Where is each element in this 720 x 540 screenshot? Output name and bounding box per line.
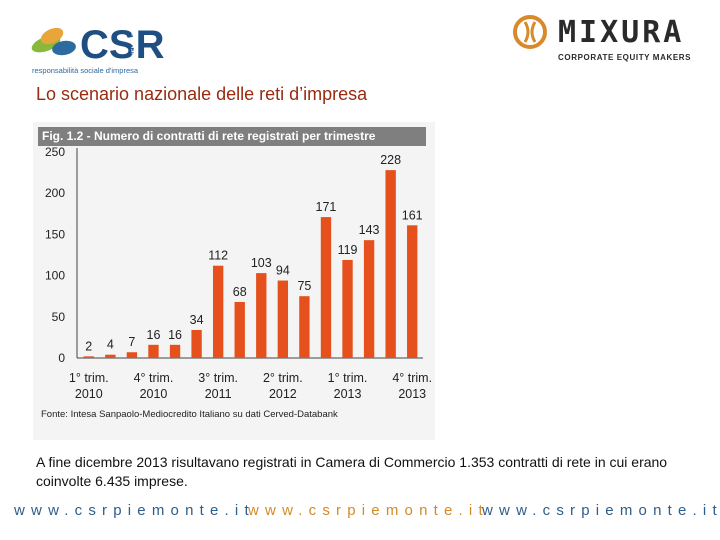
csr-logo-subtitle: responsabilità sociale d'impresa xyxy=(32,66,139,75)
chart-source: Fonte: Intesa Sanpaolo-Mediocredito Ital… xyxy=(41,409,338,420)
x-tick-label: 4° trim. xyxy=(392,371,432,385)
bar xyxy=(126,352,138,358)
x-tick-label: 1° trim. xyxy=(328,371,368,385)
bar xyxy=(363,240,375,358)
footer-url[interactable]: www.csrpiemonte.it xyxy=(248,502,489,519)
y-tick-label: 150 xyxy=(45,227,65,241)
bar xyxy=(320,217,332,358)
csr-logo-vertical-text: PIEMONTE xyxy=(132,27,138,58)
bar-value-label: 2 xyxy=(85,339,92,353)
x-tick-year-label: 2010 xyxy=(140,387,168,401)
y-tick-label: 250 xyxy=(45,145,65,159)
mixura-logo-text: MIXURA xyxy=(558,15,685,50)
chart-panel: 250 200 150 100 50 0 2 4 7 16 16 34 112 68 103 94 75 171 1… xyxy=(33,122,435,440)
bar-value-label: 143 xyxy=(359,223,380,237)
x-tick-label: 4° trim. xyxy=(134,371,174,385)
mixura-logo-subtitle: CORPORATE EQUITY MAKERS xyxy=(558,53,692,62)
footer-url[interactable]: www.csrpiemonte.it xyxy=(482,502,720,519)
bar xyxy=(169,344,181,358)
bar xyxy=(105,354,116,358)
bar xyxy=(385,170,396,358)
x-tick-year-label: 2013 xyxy=(398,387,426,401)
bar-value-label: 16 xyxy=(147,328,161,342)
bar xyxy=(234,301,245,358)
bar xyxy=(83,356,94,358)
mixura-emblem-icon xyxy=(513,15,547,49)
bar-value-label: 94 xyxy=(276,264,290,278)
x-tick-label: 2° trim. xyxy=(263,371,303,385)
x-tick-year-label: 2013 xyxy=(334,387,362,401)
bar xyxy=(342,259,353,358)
bar xyxy=(212,265,224,358)
bar-value-label: 103 xyxy=(251,256,272,270)
bar-value-label: 161 xyxy=(402,208,423,222)
bar-value-label: 34 xyxy=(190,313,204,327)
bar-value-label: 68 xyxy=(233,285,247,299)
bar xyxy=(299,296,310,358)
y-tick-label: 100 xyxy=(45,269,65,283)
x-tick-year-label: 2012 xyxy=(269,387,297,401)
x-tick-year-label: 2011 xyxy=(205,387,232,401)
bar-value-label: 7 xyxy=(128,335,135,349)
y-tick-label: 50 xyxy=(52,310,66,324)
csr-logo-text: CSR xyxy=(80,23,165,64)
bar xyxy=(148,344,159,358)
x-tick-year-label: 2010 xyxy=(75,387,103,401)
bar-value-label: 112 xyxy=(208,249,228,263)
caption-text: A fine dicembre 2013 risultavano registr… xyxy=(36,454,668,489)
bar xyxy=(407,225,418,358)
bar-chart: 250 200 150 100 50 0 2 4 7 16 16 34 112 68 103 94 75 171 1… xyxy=(45,145,432,401)
bar xyxy=(277,280,289,358)
mixura-logo: MIXURA CORPORATE EQUITY MAKERS xyxy=(512,12,690,68)
csr-logo-mark-icon: CSR PIEMONTE xyxy=(31,23,165,67)
y-tick-label: 200 xyxy=(45,186,65,200)
chart-title: Fig. 1.2 - Numero di contratti di rete r… xyxy=(38,127,426,146)
x-tick-label: 1° trim. xyxy=(69,371,109,385)
page-title: Lo scenario nazionale delle reti d’impre… xyxy=(36,84,368,104)
bar-value-label: 16 xyxy=(168,328,182,342)
x-tick-label: 3° trim. xyxy=(198,371,238,385)
y-tick-label: 0 xyxy=(58,351,65,365)
bar-value-label: 119 xyxy=(338,243,358,257)
bar-value-label: 171 xyxy=(316,200,337,214)
bar-value-label: 75 xyxy=(297,279,311,293)
bar xyxy=(191,329,202,358)
bar-value-label: 4 xyxy=(107,338,114,352)
bar xyxy=(256,273,267,358)
bar-value-label: 228 xyxy=(380,153,401,167)
csr-piemonte-logo: CSR PIEMONTE responsabilità sociale d'im… xyxy=(28,14,168,76)
footer-url[interactable]: www.csrpiemonte.it xyxy=(14,502,255,519)
